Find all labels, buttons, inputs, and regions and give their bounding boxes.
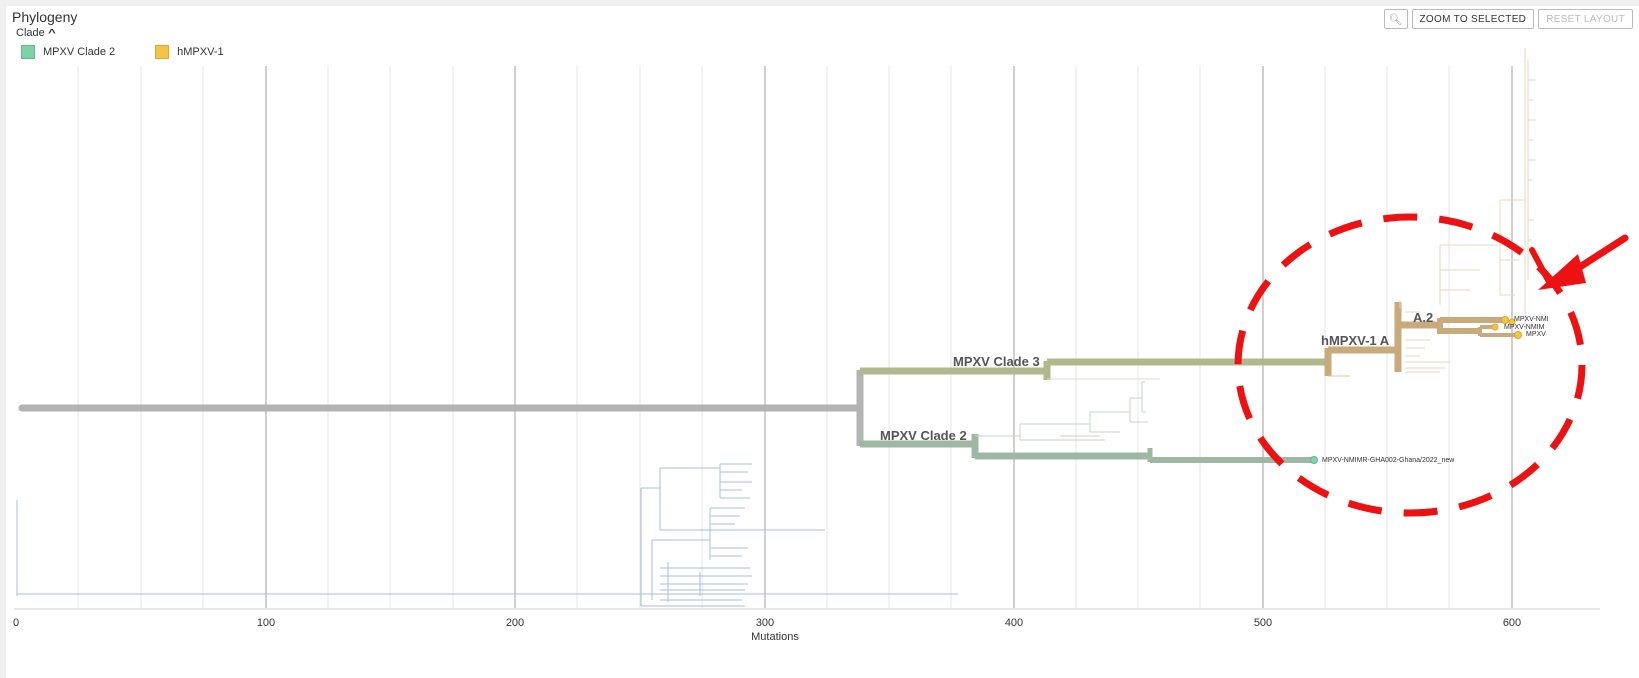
legend-item-clade2[interactable]: MPXV Clade 2 (21, 45, 115, 59)
zoom-search-button[interactable]: 🔍︎ (1383, 9, 1408, 29)
x-tick-label: 500 (1254, 617, 1272, 629)
tip-4[interactable] (1508, 318, 1516, 326)
tip-1[interactable] (1501, 316, 1509, 324)
x-axis-title: Mutations (751, 631, 799, 643)
branch-label-clade3: MPXV Clade 3 (953, 354, 1040, 369)
tip-3[interactable] (1514, 331, 1522, 339)
zoom-to-selected-button[interactable]: ZOOM TO SELECTED (1411, 9, 1535, 29)
legend-swatch (21, 45, 35, 59)
x-tick-label: 200 (506, 617, 524, 629)
tip-label-3: MPXV (1526, 331, 1546, 338)
grid-minor (77, 66, 1450, 608)
tree-controls: 🔍︎ ZOOM TO SELECTED RESET LAYOUT (1383, 9, 1633, 29)
tip-2[interactable] (1491, 323, 1499, 331)
annotation-overlay (1234, 213, 1629, 517)
x-tick-label: 300 (756, 617, 774, 629)
legend: MPXV Clade 2 hMPXV-1 (21, 45, 264, 59)
grid-major (265, 66, 1513, 608)
legend-label: MPXV Clade 2 (43, 46, 116, 58)
arrow-head-left (1529, 247, 1551, 283)
clade-toggle-label: Clade (16, 27, 45, 39)
chevron-up-icon: ^ (47, 27, 56, 39)
x-tick-label: 600 (1503, 617, 1521, 629)
tip-label-2: MPXV-NMIM (1504, 324, 1545, 331)
magnifier-icon: 🔍︎ (1388, 13, 1403, 26)
panel-title: Phylogeny (12, 9, 78, 25)
clade-legend-toggle[interactable]: Clade ^ (16, 27, 55, 39)
x-tick-label: 100 (257, 617, 275, 629)
legend-item-hmpxv1[interactable]: hMPXV-1 (155, 45, 224, 59)
legend-swatch (155, 45, 170, 59)
tip-label-1: MPXV-NMI (1514, 316, 1549, 323)
reset-layout-button[interactable]: RESET LAYOUT (1538, 9, 1633, 29)
clade2-branches[interactable] (860, 381, 1318, 464)
legend-label: hMPXV-1 (177, 46, 224, 58)
clade3-branches[interactable] (860, 358, 1328, 380)
branch-label-clade2: MPXV Clade 2 (880, 428, 967, 443)
x-tick-label: 400 (1005, 617, 1023, 629)
subtree-blue[interactable] (16, 463, 958, 607)
tip-label-ghana: MPXV-NMIMR-GHA002-Ghana/2022_new (1322, 457, 1455, 464)
x-tick-label: 0 (13, 617, 19, 629)
branch-label-a2: A.2 (1413, 310, 1433, 325)
tip-ghana[interactable] (1310, 456, 1318, 464)
dashed-circle-annotation (1234, 213, 1586, 517)
hmpxv-branches[interactable] (1324, 48, 1536, 377)
phylogeny-panel: Phylogeny Clade ^ MPXV Clade 2 hMPXV-1 🔍… (6, 6, 1639, 678)
branch-label-hmpxv1a: hMPXV-1 A (1321, 333, 1390, 348)
